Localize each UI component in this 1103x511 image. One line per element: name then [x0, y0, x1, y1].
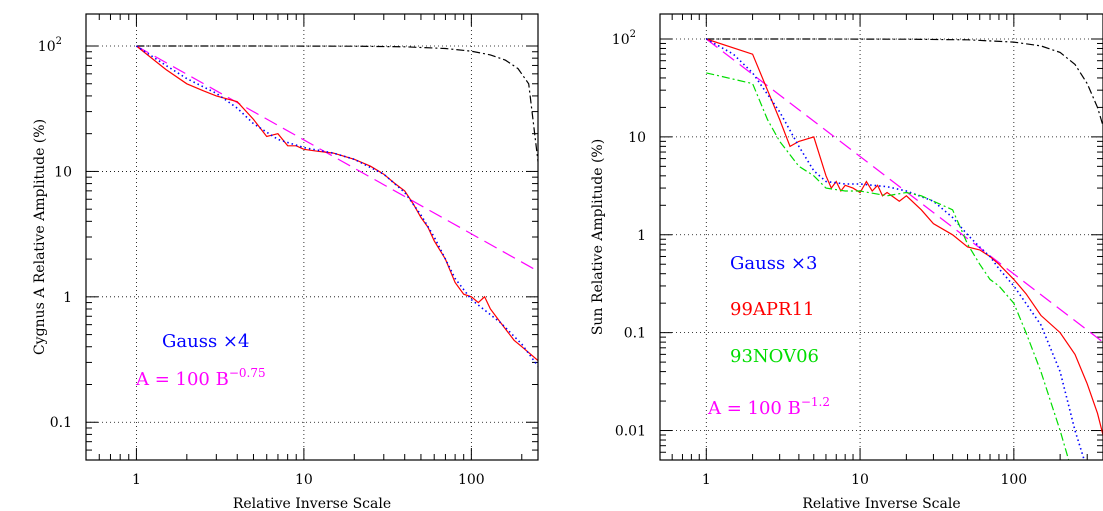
gauss-label: Gauss ×3: [730, 253, 817, 274]
series-line-1: [706, 38, 1103, 126]
y-tick-label: 1: [637, 228, 646, 244]
y-axis-title: Sun Relative Amplitude (%): [590, 139, 606, 335]
series-line-3: [136, 45, 538, 362]
x-tick-label: 100: [458, 472, 485, 488]
chart-panel-2: 1 10 100 0.01 0.1 1 10 102 Relative Inverse Scal…: [590, 13, 1103, 511]
plot-frame: [85, 13, 539, 461]
series-group: [135, 45, 538, 367]
series-line-3: [706, 38, 1103, 436]
series-line-4: [135, 45, 538, 367]
date2-label: 93NOV06: [730, 346, 819, 367]
chart-panel-1: 1 10 100 0.1 1 10 102 Relative Inverse Scale Cyg…: [32, 13, 539, 511]
y-tick-label: 10: [628, 130, 646, 146]
powerlaw-label: A = 100 B−0.75: [135, 366, 266, 390]
date1-label: 99APR11: [730, 299, 814, 320]
axis-ticks: [659, 14, 1103, 461]
x-tick-label: 1: [702, 472, 711, 488]
x-tick-label: 1: [132, 472, 141, 488]
series-line-1: [136, 45, 538, 162]
gauss-label: Gauss ×4: [162, 331, 249, 352]
series-line-5: [706, 72, 1070, 460]
x-axis-title: Relative Inverse Scale: [802, 496, 960, 511]
series-group: [705, 38, 1103, 460]
x-tick-label: 10: [851, 472, 869, 488]
series-line-2: [705, 38, 1103, 343]
y-tick-label: 102: [612, 29, 636, 48]
x-tick-label: 10: [295, 472, 313, 488]
axis-ticks: [85, 14, 538, 461]
y-tick-label: 0.1: [624, 326, 646, 342]
y-axis-title: Cygnus A Relative Amplitude (%): [32, 119, 48, 355]
y-tick-label: 102: [38, 36, 62, 55]
y-tick-label: 0.01: [615, 424, 646, 440]
plot-frame: [659, 13, 1103, 461]
series-line-2: [136, 45, 538, 272]
x-tick-label: 100: [1000, 472, 1027, 488]
y-tick-label: 0.1: [50, 415, 72, 431]
powerlaw-label: A = 100 B−1.2: [707, 395, 830, 419]
y-tick-label: 10: [54, 164, 72, 180]
y-tick-label: 1: [63, 290, 72, 306]
x-axis-title: Relative Inverse Scale: [233, 496, 391, 511]
